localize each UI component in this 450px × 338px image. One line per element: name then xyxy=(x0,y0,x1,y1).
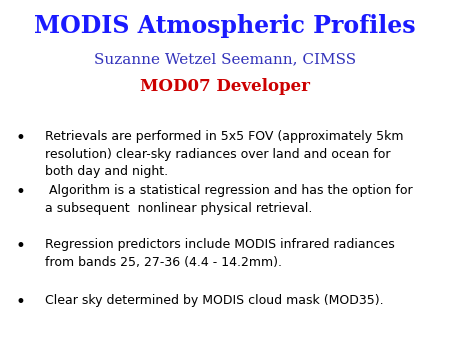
Text: Clear sky determined by MODIS cloud mask (MOD35).: Clear sky determined by MODIS cloud mask… xyxy=(45,294,383,307)
Text: MOD07 Developer: MOD07 Developer xyxy=(140,78,310,95)
Text: •: • xyxy=(15,130,25,147)
Text: MODIS Atmospheric Profiles: MODIS Atmospheric Profiles xyxy=(34,14,416,38)
Text: Regression predictors include MODIS infrared radiances
from bands 25, 27-36 (4.4: Regression predictors include MODIS infr… xyxy=(45,238,395,269)
Text: Suzanne Wetzel Seemann, CIMSS: Suzanne Wetzel Seemann, CIMSS xyxy=(94,52,356,66)
Text: Retrievals are performed in 5x5 FOV (approximately 5km
resolution) clear-sky rad: Retrievals are performed in 5x5 FOV (app… xyxy=(45,130,404,178)
Text: •: • xyxy=(15,184,25,201)
Text: •: • xyxy=(15,294,25,311)
Text: •: • xyxy=(15,238,25,255)
Text: Algorithm is a statistical regression and has the option for
a subsequent  nonli: Algorithm is a statistical regression an… xyxy=(45,184,413,215)
